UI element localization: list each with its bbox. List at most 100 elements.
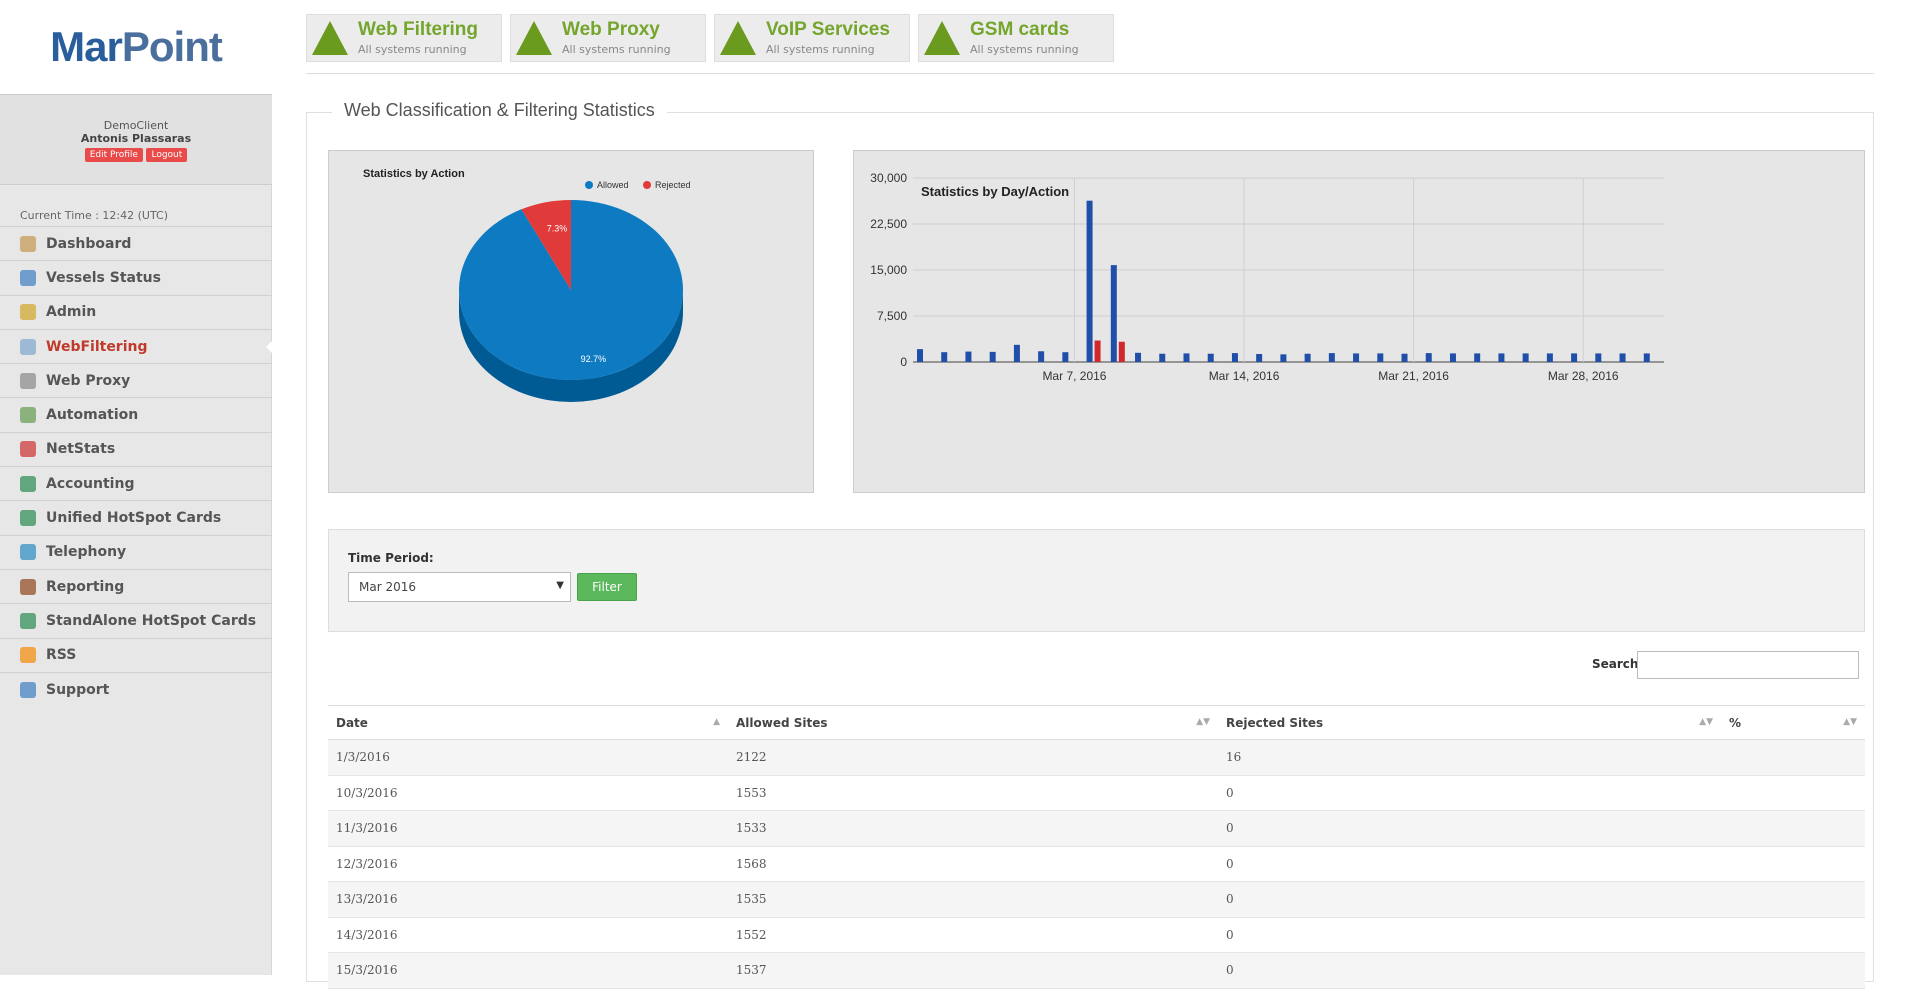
sidebar-item-standalone-hotspot-cards[interactable]: StandAlone HotSpot Cards [0, 603, 272, 637]
ship-icon [20, 269, 36, 286]
client-name: DemoClient [103, 119, 169, 132]
x-tick-label: Mar 28, 2016 [1548, 369, 1619, 383]
table-cell: 1533 [728, 810, 1218, 847]
bar-allowed-17 [1304, 353, 1311, 362]
sidebar: Mar Point DemoClient Antonis Plassaras Ed… [0, 0, 273, 975]
service-tile-voip-services[interactable]: VoIP Services All systems running [714, 14, 910, 62]
bar-allowed-30 [1619, 353, 1626, 362]
service-tile-web-filtering[interactable]: Web Filtering All systems running [306, 14, 502, 62]
sort-asc-icon: ▲ [713, 717, 720, 727]
sidebar-item-automation[interactable]: Automation [0, 397, 272, 431]
sidebar-item-label: NetStats [46, 441, 116, 458]
table-cell [1721, 775, 1865, 811]
column-header-allowed-sites[interactable]: Allowed Sites ▲▼ [728, 705, 1218, 740]
table-cell: 1535 [728, 881, 1218, 918]
sidebar-item-reporting[interactable]: Reporting [0, 568, 272, 603]
network-icon [20, 372, 36, 389]
table-cell: 11/3/2016 [328, 810, 728, 847]
legend-label-allowed: Allowed [597, 180, 629, 190]
sidebar-item-rss[interactable]: RSS [0, 637, 272, 672]
globe-icon [20, 475, 36, 492]
y-tick-label: 30,000 [870, 171, 907, 185]
report-icon [20, 578, 36, 595]
logo-text-b: Point [121, 23, 223, 70]
bar-allowed-20 [1377, 353, 1384, 362]
bar-allowed-5 [1013, 344, 1020, 362]
time-period-select[interactable]: Mar 2016 ▼ [348, 572, 571, 602]
bar-allowed-7 [1062, 352, 1069, 362]
table-cell [1721, 846, 1865, 882]
bar-allowed-14 [1231, 353, 1238, 362]
sidebar-item-label: Vessels Status [46, 269, 161, 286]
sidebar-item-telephony[interactable]: Telephony [0, 534, 272, 569]
sidebar-item-label: Support [46, 681, 110, 698]
sidebar-item-unified-hotspot-cards[interactable]: Unified HotSpot Cards [0, 500, 272, 534]
gear-icon [20, 304, 36, 321]
data-label-rejected: 7.3% [547, 224, 568, 234]
sidebar-item-accounting[interactable]: Accounting [0, 466, 272, 500]
legend-label-rejected: Rejected [655, 180, 691, 190]
current-time: Current Time : 12:42 (UTC) [20, 209, 169, 222]
user-name: Antonis Plassaras [80, 132, 192, 145]
globe-icon [20, 612, 36, 629]
table-row: 11/3/2016 1533 0 [328, 810, 1865, 847]
bar-chart-box: Statistics by Day/Action 0 7,500 15,000 22,… [853, 150, 1865, 493]
sidebar-item-support[interactable]: Support [0, 671, 272, 706]
bar-chart: 0 7,500 15,000 22,500 30,000 Mar 7, 2016 Mar 1… [870, 171, 1664, 383]
status-up-icon [312, 21, 348, 55]
sidebar-item-label: Dashboard [46, 235, 132, 252]
status-up-icon [924, 21, 960, 55]
filter-button[interactable]: Filter [577, 573, 637, 601]
table-cell: 1553 [728, 775, 1218, 811]
sidebar-item-netstats[interactable]: NetStats [0, 431, 272, 466]
column-header-rejected-sites[interactable]: Rejected Sites ▲▼ [1218, 705, 1721, 740]
service-title: VoIP Services [766, 19, 890, 40]
status-up-icon [516, 21, 552, 55]
table-cell: 16 [1218, 739, 1721, 776]
marpoint-logo[interactable]: Mar Point [0, 0, 272, 94]
globe-icon [20, 544, 36, 561]
bar-allowed-26 [1522, 353, 1529, 362]
service-tile-web-proxy[interactable]: Web Proxy All systems running [510, 14, 706, 62]
y-tick-label: 22,500 [870, 217, 907, 231]
legend-marker-allowed [585, 181, 593, 189]
sidebar-item-label: Automation [46, 407, 139, 424]
table-cell: 1568 [728, 846, 1218, 882]
bar-allowed-11 [1159, 353, 1166, 362]
bar-rejected-9 [1118, 341, 1125, 362]
sidebar-item-label: Reporting [46, 578, 125, 595]
sidebar-item-admin[interactable]: Admin [0, 294, 272, 329]
bar-allowed-21 [1401, 353, 1408, 362]
cog-icon [20, 407, 36, 424]
table-body: 1/3/2016 2122 16 10/3/2016 1553 0 11/3/2016 153… [328, 739, 1865, 989]
search-input[interactable] [1637, 651, 1859, 679]
table-cell: 12/3/2016 [328, 846, 728, 882]
bar-allowed-8 [1086, 200, 1093, 362]
support-icon [20, 681, 36, 698]
sidebar-item-vessels-status[interactable]: Vessels Status [0, 260, 272, 294]
service-status-bar: Web Filtering All systems running Web Prox… [306, 14, 1114, 62]
sidebar-menu: Dashboard Vessels Status Admin WebFiltering… [0, 226, 273, 706]
sidebar-item-web-proxy[interactable]: Web Proxy [0, 363, 272, 397]
x-tick-label: Mar 14, 2016 [1209, 369, 1280, 383]
table-cell: 10/3/2016 [328, 775, 728, 811]
rss-icon [20, 647, 36, 664]
logout-button[interactable]: Logout [146, 148, 188, 162]
pie-side [459, 290, 683, 402]
bar-allowed-6 [1038, 351, 1045, 362]
table-cell: 0 [1218, 846, 1721, 882]
bar-allowed-3 [965, 351, 972, 362]
table-row: 1/3/2016 2122 16 [328, 739, 1865, 776]
bar-allowed-23 [1449, 353, 1456, 362]
table-header-row: Date ▲ Allowed Sites ▲▼ Rejected Sites ▲▼% ▲▼ [328, 705, 1865, 740]
sidebar-item-label: RSS [46, 647, 77, 664]
column-header-percent[interactable]: % ▲▼ [1721, 705, 1865, 740]
column-header-date[interactable]: Date ▲ [328, 705, 728, 740]
service-tile-gsm-cards[interactable]: GSM cards All systems running [918, 14, 1114, 62]
edit-profile-button[interactable]: Edit Profile [84, 148, 143, 162]
table-row: 10/3/2016 1553 0 [328, 775, 1865, 811]
table-cell: 0 [1218, 775, 1721, 811]
search-label: Search: [1592, 657, 1644, 671]
sidebar-item-webfiltering[interactable]: WebFiltering [0, 328, 273, 363]
sidebar-item-dashboard[interactable]: Dashboard [0, 226, 272, 260]
